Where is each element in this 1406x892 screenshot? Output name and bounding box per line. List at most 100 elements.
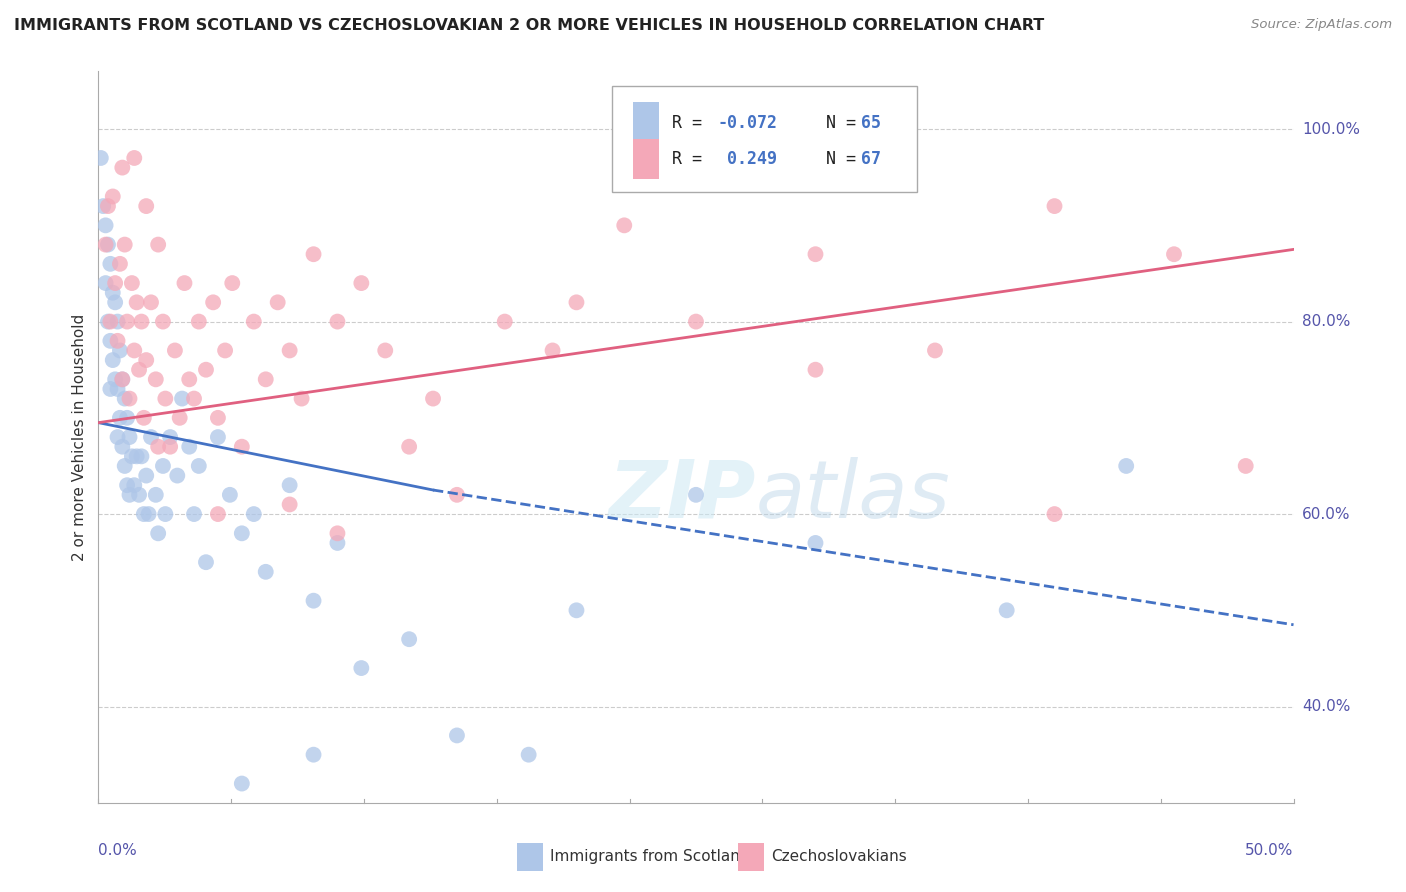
Point — [804, 247, 827, 261]
Point — [111, 372, 134, 386]
Text: IMMIGRANTS FROM SCOTLAND VS CZECHOSLOVAKIAN 2 OR MORE VEHICLES IN HOUSEHOLD CORR: IMMIGRANTS FROM SCOTLAND VS CZECHOSLOVAK… — [14, 18, 1045, 33]
Point — [326, 315, 349, 329]
Point — [115, 315, 138, 329]
Point — [187, 315, 209, 329]
FancyBboxPatch shape — [738, 843, 763, 871]
Point — [125, 295, 148, 310]
Point — [278, 478, 301, 492]
Point — [101, 189, 124, 203]
Point — [145, 488, 167, 502]
Point — [128, 362, 150, 376]
Y-axis label: 2 or more Vehicles in Household: 2 or more Vehicles in Household — [72, 313, 87, 561]
Point — [94, 276, 117, 290]
Point — [111, 161, 134, 175]
Point — [231, 776, 253, 790]
Point — [111, 372, 134, 386]
Point — [173, 276, 195, 290]
Point — [145, 372, 167, 386]
Point — [1163, 247, 1185, 261]
Point — [494, 315, 516, 329]
Point — [166, 468, 188, 483]
Point — [91, 199, 114, 213]
Text: 65: 65 — [860, 113, 882, 131]
Text: 80.0%: 80.0% — [1302, 314, 1350, 329]
Point — [135, 468, 157, 483]
Point — [267, 295, 290, 310]
Point — [422, 392, 444, 406]
Point — [159, 430, 181, 444]
FancyBboxPatch shape — [613, 86, 917, 192]
Point — [107, 382, 129, 396]
Point — [195, 362, 218, 376]
Text: 100.0%: 100.0% — [1302, 121, 1360, 136]
Point — [179, 440, 201, 454]
Point — [121, 450, 143, 464]
Point — [924, 343, 946, 358]
Point — [118, 488, 141, 502]
Point — [202, 295, 225, 310]
Point — [446, 488, 468, 502]
Point — [114, 237, 136, 252]
Point — [219, 488, 242, 502]
Point — [148, 237, 170, 252]
Text: 0.0%: 0.0% — [98, 843, 138, 858]
Point — [148, 440, 170, 454]
Point — [132, 507, 155, 521]
Point — [207, 507, 229, 521]
Point — [135, 199, 157, 213]
Text: 60.0%: 60.0% — [1302, 507, 1350, 522]
Point — [541, 343, 564, 358]
Point — [108, 410, 131, 425]
Point — [155, 392, 177, 406]
Point — [291, 392, 314, 406]
Point — [97, 315, 120, 329]
Text: 40.0%: 40.0% — [1302, 699, 1350, 714]
Text: atlas: atlas — [756, 457, 950, 534]
Text: N =: N = — [806, 113, 866, 131]
Point — [398, 632, 420, 647]
Text: ZIP: ZIP — [609, 457, 756, 534]
Point — [685, 488, 707, 502]
Point — [111, 440, 134, 454]
Point — [139, 295, 162, 310]
Text: Source: ZipAtlas.com: Source: ZipAtlas.com — [1251, 18, 1392, 31]
Point — [398, 440, 420, 454]
Point — [1043, 199, 1066, 213]
Point — [350, 661, 373, 675]
Text: 67: 67 — [860, 150, 882, 168]
Point — [107, 334, 129, 348]
Point — [152, 315, 174, 329]
Point — [163, 343, 186, 358]
Point — [326, 526, 349, 541]
Point — [243, 315, 266, 329]
Point — [254, 372, 277, 386]
Point — [179, 372, 201, 386]
Point — [118, 392, 141, 406]
Point — [132, 410, 155, 425]
Point — [101, 285, 124, 300]
Point — [278, 498, 301, 512]
Text: Czechoslovakians: Czechoslovakians — [772, 849, 907, 864]
Text: 0.249: 0.249 — [717, 150, 778, 168]
Point — [148, 526, 170, 541]
Text: R =: R = — [672, 150, 711, 168]
Text: N =: N = — [806, 150, 866, 168]
Point — [183, 392, 205, 406]
Point — [94, 237, 117, 252]
Point — [685, 315, 707, 329]
Point — [124, 478, 146, 492]
Point — [278, 343, 301, 358]
Point — [98, 382, 122, 396]
Point — [231, 440, 253, 454]
Point — [995, 603, 1018, 617]
Point — [152, 458, 174, 473]
Point — [128, 488, 150, 502]
Point — [302, 747, 325, 762]
Point — [138, 507, 160, 521]
Point — [139, 430, 162, 444]
Point — [221, 276, 243, 290]
Point — [97, 237, 120, 252]
Point — [446, 728, 468, 742]
Point — [118, 430, 141, 444]
Point — [1043, 507, 1066, 521]
